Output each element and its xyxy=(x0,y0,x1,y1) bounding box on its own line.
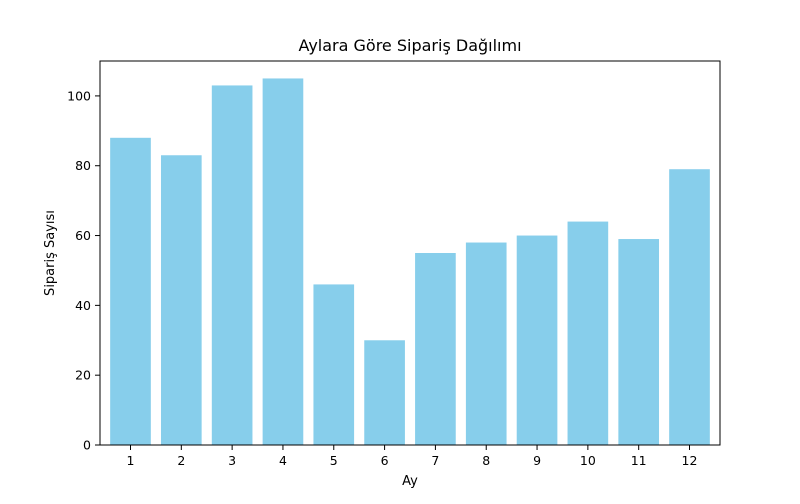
x-tick-label-9: 9 xyxy=(533,453,541,468)
x-tick-label-6: 6 xyxy=(381,453,389,468)
bar-11 xyxy=(618,239,660,445)
x-tick-label-3: 3 xyxy=(228,453,236,468)
bar-1 xyxy=(110,137,151,446)
bar-5 xyxy=(313,284,355,445)
y-tick-label-60: 60 xyxy=(75,228,91,243)
plot-frame xyxy=(99,60,721,446)
bar-8 xyxy=(465,242,507,445)
y-tick-label-100: 100 xyxy=(67,88,91,103)
x-axis-label: Ay xyxy=(402,474,418,489)
bar-6 xyxy=(364,340,405,445)
x-tick-label-10: 10 xyxy=(580,453,596,468)
bar-2 xyxy=(160,155,202,445)
y-tick-label-0: 0 xyxy=(83,438,91,453)
bars-layer xyxy=(110,78,710,446)
x-axis-ticks: 1 2 3 4 5 6 7 8 9 10 11 12 xyxy=(127,445,698,468)
bar-10 xyxy=(567,221,609,445)
y-tick-label-40: 40 xyxy=(75,298,91,313)
x-tick-label-2: 2 xyxy=(177,453,185,468)
y-tick-label-20: 20 xyxy=(75,368,91,383)
x-tick-label-11: 11 xyxy=(631,453,647,468)
bar-4 xyxy=(262,78,304,446)
x-tick-label-1: 1 xyxy=(127,453,135,468)
bar-12 xyxy=(669,169,710,445)
y-axis-label: Sipariş Sayısı xyxy=(43,210,58,296)
x-tick-label-12: 12 xyxy=(682,453,698,468)
chart-title: Aylara Göre Sipariş Dağılımı xyxy=(298,36,521,55)
bar-3 xyxy=(211,85,253,445)
y-axis-ticks: 0 20 40 60 80 100 xyxy=(67,88,100,453)
bar-9 xyxy=(516,235,558,445)
bar-7 xyxy=(415,253,456,445)
x-tick-label-7: 7 xyxy=(431,453,439,468)
x-tick-label-4: 4 xyxy=(279,453,287,468)
y-tick-label-80: 80 xyxy=(75,158,91,173)
x-tick-label-5: 5 xyxy=(330,453,338,468)
x-tick-label-8: 8 xyxy=(482,453,490,468)
